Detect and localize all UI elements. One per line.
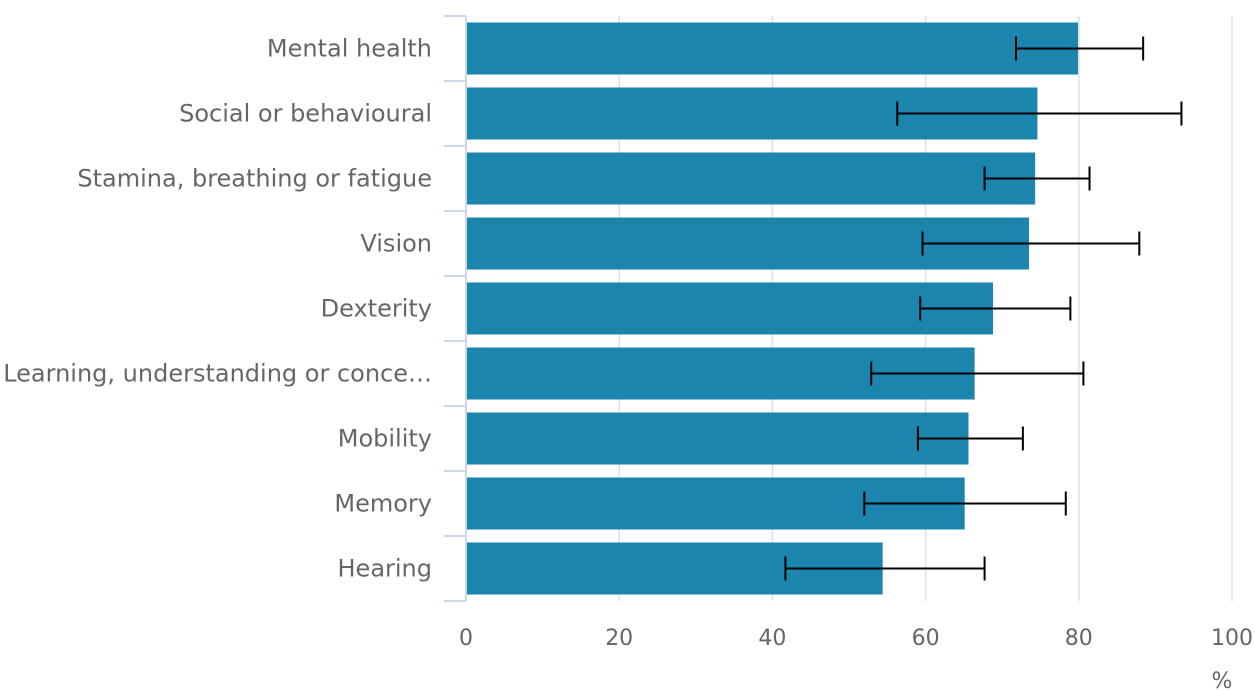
value-axis-ticks: 0 20 40 60 80 100 (459, 626, 1253, 651)
x-tick-label: 20 (605, 626, 633, 651)
bar (466, 152, 1036, 205)
category-label: Vision (360, 230, 432, 258)
category-axis (444, 15, 467, 602)
category-label: Dexterity (321, 295, 432, 323)
bar (466, 282, 994, 335)
category-labels: Mental health Social or behavioural Stamin… (3, 35, 432, 583)
bars (466, 22, 1079, 595)
category-label: Memory (334, 490, 432, 518)
category-label: Mental health (267, 35, 432, 63)
category-label: Mobility (338, 425, 432, 453)
category-label: Social or behavioural (179, 100, 432, 128)
category-label: Learning, understanding or conce… (3, 360, 432, 388)
x-tick-label: 60 (912, 626, 940, 651)
x-tick-label: 80 (1065, 626, 1093, 651)
bar (466, 22, 1079, 75)
x-tick-label: 100 (1211, 626, 1253, 651)
category-label: Stamina, breathing or fatigue (77, 165, 432, 193)
bar (466, 412, 969, 465)
x-tick-label: 0 (459, 626, 473, 651)
category-label: Hearing (338, 555, 433, 583)
error-bars (784, 36, 1183, 581)
x-tick-label: 40 (758, 626, 786, 651)
unit-label: % (1212, 669, 1233, 691)
